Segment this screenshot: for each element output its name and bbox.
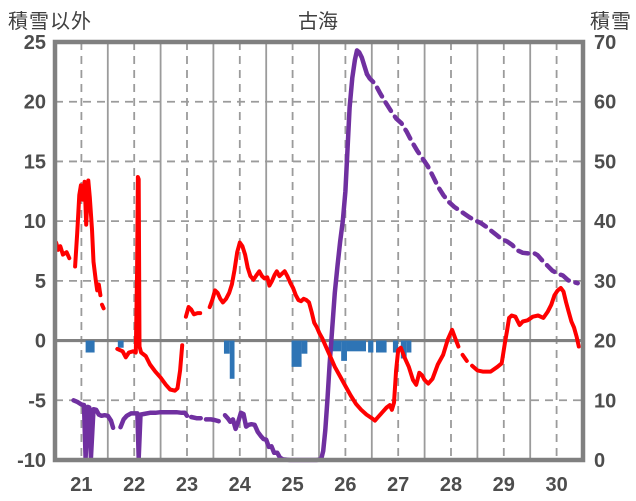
left-tick-label: 10: [24, 211, 46, 233]
left-tick-label: 0: [35, 331, 46, 353]
right-tick-label: 70: [594, 32, 616, 54]
left-tick-label: 15: [24, 151, 46, 173]
red-line-path: [54, 240, 72, 261]
precip-bar: [368, 340, 374, 353]
precip-bar: [400, 340, 407, 359]
right-tick-label: 60: [594, 92, 616, 114]
precip-bar: [341, 340, 347, 361]
red-line-path: [115, 175, 185, 393]
red-line-path: [73, 178, 103, 298]
purple-line-dashed-path: [364, 71, 580, 286]
precip-bar: [223, 340, 230, 354]
precip-bar: [229, 340, 235, 379]
right-tick-label: 30: [594, 271, 616, 293]
precip-bar: [85, 340, 95, 353]
x-tick-label: 26: [334, 474, 356, 496]
precip-bar: [406, 340, 412, 353]
red-line-path: [470, 286, 581, 374]
red-line-path: [460, 352, 469, 363]
x-tick-label: 25: [281, 474, 303, 496]
chart-title: 古海: [298, 11, 338, 33]
x-tick-label: 24: [229, 474, 252, 496]
x-tick-label: 30: [545, 474, 567, 496]
red-line-path: [207, 240, 461, 423]
precip-bar: [291, 340, 302, 367]
left-tick-label: 25: [24, 32, 46, 54]
left-tick-label: -5: [28, 390, 46, 412]
right-axis-title: 積雪: [590, 11, 632, 33]
plot-border: [52, 39, 586, 463]
left-tick-label: 5: [35, 271, 46, 293]
left-axis-title: 積雪以外: [8, 11, 92, 33]
precip-bar: [376, 340, 387, 353]
precip-bar: [330, 340, 342, 352]
precip-bar: [346, 340, 366, 352]
precip-bar: [117, 340, 124, 348]
x-tick-label: 22: [123, 474, 145, 496]
x-tick-label: 29: [493, 474, 515, 496]
left-tick-label: 20: [24, 92, 46, 114]
precip-bar: [392, 340, 399, 353]
purple-line-solid-path: [71, 398, 116, 461]
left-tick-label: -10: [17, 450, 46, 472]
purple-line-solid-path: [188, 414, 203, 421]
right-tick-label: 10: [594, 390, 616, 412]
purple-line-solid-path: [118, 409, 190, 461]
x-tick-label: 27: [387, 474, 409, 496]
right-tick-label: 40: [594, 211, 616, 233]
red-line-path: [183, 305, 203, 319]
right-tick-label: 50: [594, 151, 616, 173]
x-tick-label: 28: [440, 474, 462, 496]
purple-line-solid-path: [203, 417, 221, 424]
x-tick-label: 23: [176, 474, 198, 496]
right-tick-label: 20: [594, 331, 616, 353]
precip-bar: [301, 340, 308, 354]
red-line-path: [100, 302, 106, 311]
right-tick-label: 0: [594, 450, 605, 472]
x-tick-label: 21: [70, 474, 92, 496]
